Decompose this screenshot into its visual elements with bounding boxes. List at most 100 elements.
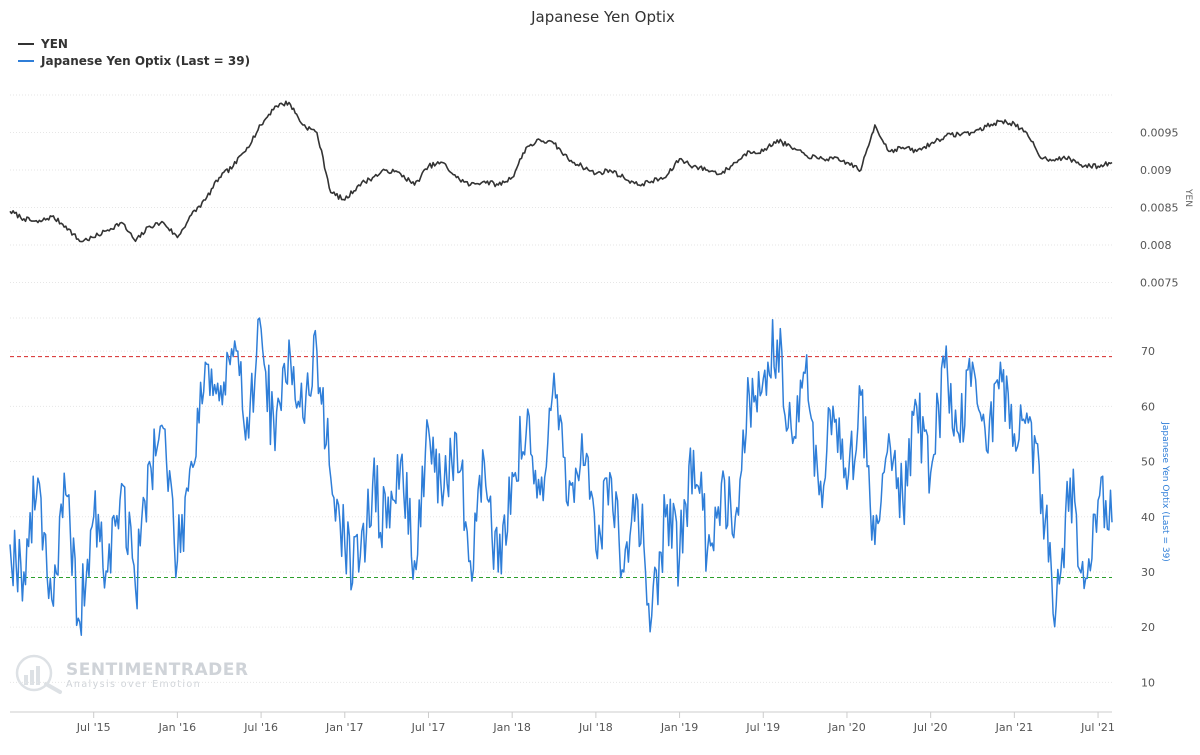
yen-data-point[interactable] xyxy=(413,183,417,187)
optix-data-point[interactable] xyxy=(1054,603,1058,607)
yen-data-point[interactable] xyxy=(343,198,347,202)
yen-data-point[interactable] xyxy=(929,142,933,146)
yen-data-point[interactable] xyxy=(678,157,682,161)
yen-data-point[interactable] xyxy=(454,176,458,180)
yen-data-point[interactable] xyxy=(8,209,12,213)
yen-data-point[interactable] xyxy=(1068,157,1072,161)
optix-data-point[interactable] xyxy=(287,338,291,342)
optix-data-point[interactable] xyxy=(106,570,110,574)
yen-data-point[interactable] xyxy=(329,191,333,195)
optix-data-point[interactable] xyxy=(873,542,877,546)
optix-data-point[interactable] xyxy=(203,360,207,364)
yen-data-point[interactable] xyxy=(845,161,849,165)
yen-data-point[interactable] xyxy=(887,149,891,153)
yen-data-point[interactable] xyxy=(259,123,263,127)
optix-data-point[interactable] xyxy=(566,504,570,508)
optix-data-point[interactable] xyxy=(371,482,375,486)
optix-data-point[interactable] xyxy=(1068,476,1072,480)
yen-data-point[interactable] xyxy=(552,142,556,146)
yen-data-point[interactable] xyxy=(524,146,528,150)
optix-data-point[interactable] xyxy=(719,482,723,486)
optix-data-point[interactable] xyxy=(1026,421,1030,425)
optix-data-point[interactable] xyxy=(1096,498,1100,502)
yen-data-point[interactable] xyxy=(538,138,542,142)
optix-data-point[interactable] xyxy=(915,404,919,408)
yen-data-point[interactable] xyxy=(1012,122,1016,126)
yen-data-point[interactable] xyxy=(1054,157,1058,161)
yen-data-point[interactable] xyxy=(664,176,668,180)
optix-data-point[interactable] xyxy=(301,415,305,419)
optix-data-point[interactable] xyxy=(92,515,96,519)
yen-data-point[interactable] xyxy=(22,217,26,221)
yen-data-point[interactable] xyxy=(175,236,179,240)
yen-data-point[interactable] xyxy=(901,146,905,150)
optix-data-point[interactable] xyxy=(148,460,152,464)
yen-data-point[interactable] xyxy=(371,176,375,180)
yen-data-point[interactable] xyxy=(692,164,696,168)
yen-data-point[interactable] xyxy=(706,168,710,172)
yen-data-point[interactable] xyxy=(301,123,305,127)
optix-data-point[interactable] xyxy=(315,349,319,353)
optix-data-point[interactable] xyxy=(552,371,556,375)
optix-data-point[interactable] xyxy=(859,393,863,397)
optix-data-point[interactable] xyxy=(747,393,751,397)
yen-data-point[interactable] xyxy=(622,176,626,180)
yen-data-point[interactable] xyxy=(761,149,765,153)
optix-data-point[interactable] xyxy=(343,542,347,546)
yen-data-point[interactable] xyxy=(92,236,96,240)
optix-data-point[interactable] xyxy=(678,553,682,557)
yen-data-point[interactable] xyxy=(120,221,124,225)
optix-data-point[interactable] xyxy=(1110,520,1114,524)
optix-data-point[interactable] xyxy=(134,587,138,591)
yen-data-point[interactable] xyxy=(510,176,514,180)
yen-data-point[interactable] xyxy=(427,164,431,168)
optix-data-point[interactable] xyxy=(971,360,975,364)
optix-data-point[interactable] xyxy=(622,570,626,574)
optix-data-point[interactable] xyxy=(510,471,514,475)
optix-data-point[interactable] xyxy=(120,482,124,486)
optix-data-point[interactable] xyxy=(733,515,737,519)
optix-data-point[interactable] xyxy=(273,449,277,453)
yen-data-point[interactable] xyxy=(775,138,779,142)
yen-data-point[interactable] xyxy=(64,224,68,228)
yen-data-point[interactable] xyxy=(957,132,961,136)
yen-data-point[interactable] xyxy=(1096,164,1100,168)
optix-data-point[interactable] xyxy=(22,570,26,574)
optix-data-point[interactable] xyxy=(580,432,584,436)
yen-data-point[interactable] xyxy=(50,215,54,219)
yen-data-point[interactable] xyxy=(134,239,138,243)
optix-data-point[interactable] xyxy=(845,487,849,491)
yen-data-point[interactable] xyxy=(803,153,807,157)
optix-data-point[interactable] xyxy=(1082,587,1086,591)
yen-data-point[interactable] xyxy=(315,131,319,135)
yen-data-point[interactable] xyxy=(1026,134,1030,138)
optix-data-point[interactable] xyxy=(887,432,891,436)
yen-data-point[interactable] xyxy=(971,131,975,135)
yen-data-point[interactable] xyxy=(287,101,291,105)
yen-data-point[interactable] xyxy=(106,228,110,232)
yen-data-point[interactable] xyxy=(594,172,598,176)
yen-data-point[interactable] xyxy=(78,239,82,243)
yen-data-point[interactable] xyxy=(650,179,654,183)
optix-data-point[interactable] xyxy=(789,426,793,430)
optix-data-point[interactable] xyxy=(231,355,235,359)
yen-series-line[interactable] xyxy=(9,100,1113,243)
optix-data-point[interactable] xyxy=(482,460,486,464)
optix-data-point[interactable] xyxy=(998,360,1002,364)
optix-data-point[interactable] xyxy=(636,498,640,502)
yen-data-point[interactable] xyxy=(817,157,821,161)
yen-data-point[interactable] xyxy=(148,224,152,228)
optix-data-point[interactable] xyxy=(329,476,333,480)
yen-data-point[interactable] xyxy=(747,149,751,153)
yen-data-point[interactable] xyxy=(1110,161,1114,165)
yen-data-point[interactable] xyxy=(357,183,361,187)
optix-data-point[interactable] xyxy=(8,542,12,546)
optix-data-point[interactable] xyxy=(217,399,221,403)
yen-data-point[interactable] xyxy=(998,119,1002,123)
optix-data-point[interactable] xyxy=(775,338,779,342)
optix-data-point[interactable] xyxy=(245,415,249,419)
legend-item-optix[interactable]: Japanese Yen Optix (Last = 39) xyxy=(18,54,250,68)
yen-data-point[interactable] xyxy=(36,221,40,225)
yen-data-point[interactable] xyxy=(719,172,723,176)
yen-data-point[interactable] xyxy=(1082,164,1086,168)
